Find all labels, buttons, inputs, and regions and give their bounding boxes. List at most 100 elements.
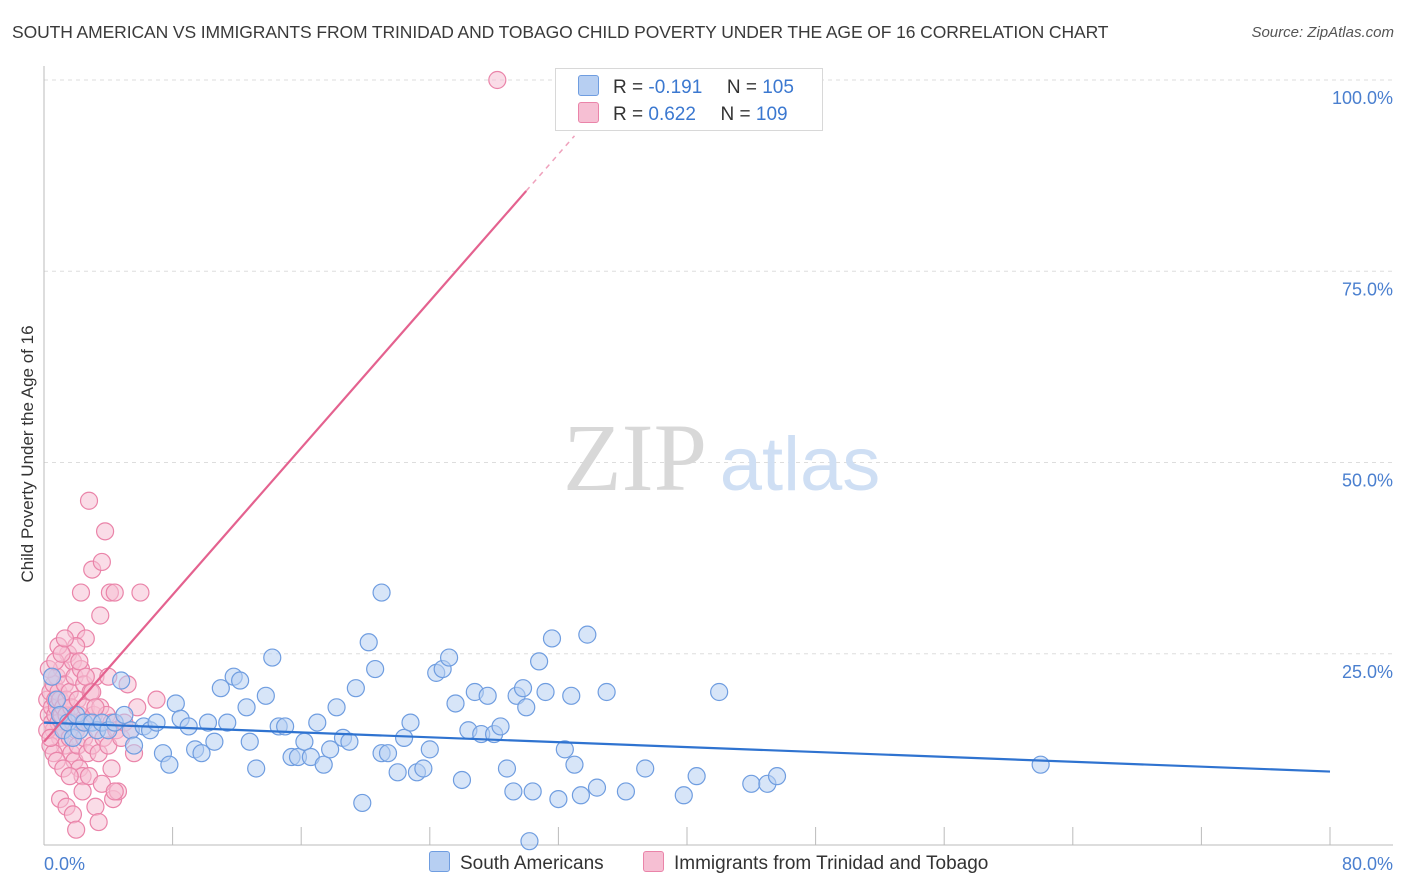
trinidad-point-83 [67, 820, 86, 839]
south-american-point-94 [687, 767, 706, 786]
south-american-point-33 [231, 671, 250, 690]
south-american-point-56 [378, 744, 398, 763]
trinidad-point-99 [86, 698, 105, 717]
n-label: N = [726, 77, 757, 98]
blue-swatch [578, 75, 599, 96]
south-american-point-0 [42, 667, 62, 686]
south-american-point-1 [47, 690, 66, 709]
south-american-point-75 [504, 782, 523, 801]
south-american-point-99 [1031, 755, 1050, 774]
south-american-point-59 [401, 713, 420, 732]
south-american-point-23 [166, 694, 185, 713]
south-american-point-96 [742, 774, 761, 793]
south-american-point-71 [478, 686, 497, 705]
south-american-point-82 [542, 629, 562, 648]
trinidad-point-108 [488, 70, 507, 90]
south-american-point-25 [179, 717, 198, 736]
trend-line-trinidad [43, 190, 528, 743]
south-american-point-100 [520, 832, 539, 851]
pink-swatch [578, 102, 599, 123]
south-american-point-67 [452, 770, 472, 790]
south-american-point-66 [446, 694, 465, 713]
south-american-point-50 [340, 732, 359, 751]
trend-line-south-americans [43, 721, 1331, 773]
south-american-point-35 [240, 732, 259, 751]
south-american-point-95 [710, 682, 729, 702]
trinidad-point-60 [92, 552, 111, 572]
south-american-point-92 [636, 759, 655, 778]
legend-item-trinidad[interactable]: Immigrants from Trinidad and Tobago [643, 851, 988, 875]
south-american-point-31 [218, 713, 237, 732]
south-american-point-51 [346, 679, 365, 698]
source-credit: Source: ZipAtlas.com [1251, 24, 1394, 41]
n-label: N = [720, 104, 751, 125]
trinidad-point-78 [131, 583, 150, 602]
south-american-point-52 [353, 793, 372, 813]
y-tick-label-2: 75.0% [1342, 279, 1393, 299]
south-american-point-20 [147, 713, 166, 732]
south-american-point-78 [517, 698, 536, 717]
south-american-point-88 [578, 625, 597, 644]
trinidad-point-97 [76, 667, 95, 686]
trinidad-point-55 [86, 797, 105, 816]
legend-item-south-americans[interactable]: South Americans [429, 851, 604, 875]
trinidad-point-89 [105, 782, 124, 801]
x-tick-label-min: 0.0% [44, 854, 85, 874]
south-american-point-46 [314, 755, 333, 774]
trinidad-point-86 [89, 812, 108, 832]
south-american-point-27 [192, 744, 211, 763]
correlation-legend: R = -0.191 N = 105 R = 0.622 N = 109 [555, 68, 823, 131]
legend-row-south-americans: R = -0.191 N = 105 [578, 75, 794, 99]
south-american-point-84 [555, 740, 574, 759]
trinidad-point-40 [71, 583, 91, 602]
south-american-point-98 [767, 767, 787, 786]
south-american-point-83 [549, 789, 568, 809]
trend-line-trinidad-extension [525, 135, 576, 192]
y-tick-label-0: 25.0% [1342, 662, 1393, 682]
south-american-point-54 [366, 659, 385, 679]
south-american-point-86 [565, 755, 584, 774]
south-american-point-91 [616, 782, 636, 801]
trinidad-point-94 [60, 767, 79, 786]
south-american-point-48 [327, 698, 346, 717]
tick-labels: 25.0% 50.0% 75.0% 100.0% 0.0% 80.0% [44, 88, 1393, 874]
trinidad-point-62 [95, 522, 115, 541]
watermark-atlas: atlas [720, 422, 881, 507]
south-american-point-62 [420, 740, 439, 759]
south-american-point-29 [205, 732, 224, 751]
south-american-point-15 [115, 705, 134, 725]
chart-title: SOUTH AMERICAN VS IMMIGRANTS FROM TRINID… [12, 22, 1109, 42]
south-american-point-17 [124, 736, 144, 755]
south-american-point-37 [256, 686, 275, 705]
trinidad-point-79 [147, 690, 166, 709]
trinidad-point-84 [73, 782, 92, 801]
axes [43, 66, 1393, 846]
x-tick-label-max: 80.0% [1342, 854, 1393, 874]
south-american-point-85 [562, 686, 581, 705]
legend-label-south-americans: South Americans [460, 853, 604, 874]
south-american-point-36 [247, 759, 266, 778]
r-value-pink: 0.622 [648, 104, 696, 125]
trinidad-point-96 [70, 652, 89, 671]
south-american-point-38 [263, 648, 282, 667]
blue-swatch [429, 851, 450, 872]
south-american-point-28 [198, 713, 218, 732]
south-american-point-61 [414, 759, 433, 778]
legend-row-trinidad: R = 0.622 N = 109 [578, 102, 788, 126]
south-american-point-58 [394, 728, 414, 748]
trinidad-point-69 [105, 583, 124, 602]
trend-lines [43, 135, 1331, 773]
south-american-point-57 [388, 763, 407, 782]
south-american-point-101 [372, 583, 391, 602]
south-american-point-14 [112, 671, 131, 690]
r-label: R = [613, 104, 644, 125]
south-american-point-87 [571, 786, 591, 805]
south-american-point-89 [587, 778, 607, 797]
y-tick-label-3: 100.0% [1332, 88, 1393, 108]
watermark-zip: ZIP [563, 404, 707, 511]
legend-label-trinidad: Immigrants from Trinidad and Tobago [674, 853, 989, 874]
south-american-point-45 [308, 713, 327, 732]
pink-swatch [643, 851, 664, 872]
trinidad-point-82 [63, 805, 83, 824]
